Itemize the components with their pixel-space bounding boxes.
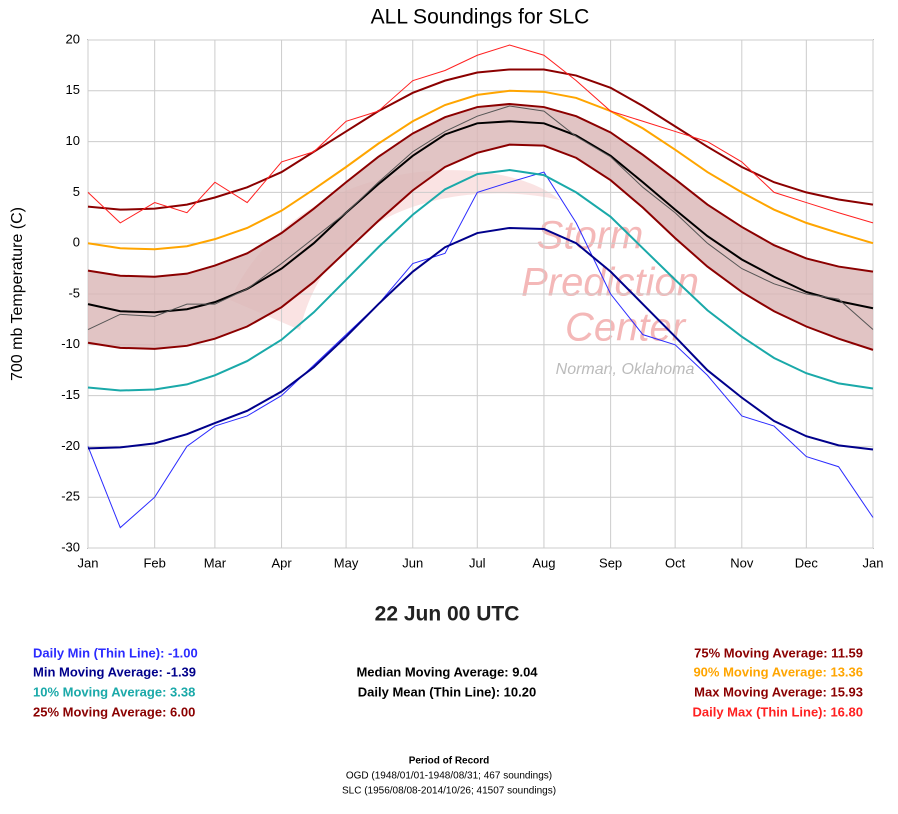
legend-entry: Median Moving Average: 9.04 <box>356 664 538 679</box>
series-line <box>87 89 874 251</box>
legend-entry: 75% Moving Average: 11.59 <box>694 645 863 660</box>
x-tick-label: Feb <box>143 555 165 570</box>
legend-entry: Max Moving Average: 15.93 <box>694 684 863 699</box>
y-axis-label: 700 mb Temperature (C) <box>9 207 26 381</box>
series-line <box>87 103 874 278</box>
series-line <box>87 169 874 392</box>
series-line <box>87 171 874 529</box>
footer-line: OGD (1948/01/01-1948/08/31; 467 sounding… <box>346 771 552 782</box>
series-line <box>87 120 874 314</box>
y-tick-label: 0 <box>73 235 80 250</box>
y-tick-label: -5 <box>68 285 80 300</box>
legend-entry: Min Moving Average: -1.39 <box>33 664 196 679</box>
y-tick-label: -30 <box>61 539 80 554</box>
x-tick-label: Mar <box>204 555 227 570</box>
footer-line: SLC (1956/08/08-2014/10/26; 41507 soundi… <box>342 786 556 797</box>
x-tick-label: Jan <box>78 555 99 570</box>
y-tick-label: -20 <box>61 438 80 453</box>
y-tick-label: -10 <box>61 336 80 351</box>
x-tick-label: Jul <box>469 555 486 570</box>
band <box>88 104 873 350</box>
watermark-text: Storm <box>537 214 644 258</box>
legend-entry: 10% Moving Average: 3.38 <box>33 684 195 699</box>
chart-title: ALL Soundings for SLC <box>371 6 590 29</box>
legend-entry: Daily Min (Thin Line): -1.00 <box>33 645 198 660</box>
x-tick-label: Dec <box>795 555 819 570</box>
series-line <box>87 44 874 224</box>
series-line <box>87 105 874 331</box>
series-line <box>87 143 874 351</box>
x-tick-label: Sep <box>599 555 622 570</box>
legend-entry: 90% Moving Average: 13.36 <box>693 664 863 679</box>
y-tick-label: 15 <box>66 82 80 97</box>
footer-title: Period of Record <box>409 756 490 767</box>
watermark-text: Norman, Oklahoma <box>556 361 695 378</box>
x-tick-label: Jun <box>402 555 423 570</box>
x-tick-label: Oct <box>665 555 686 570</box>
x-tick-label: Apr <box>271 555 292 570</box>
x-tick-label: Nov <box>730 555 754 570</box>
legend-entry: Daily Mean (Thin Line): 10.20 <box>358 684 536 699</box>
x-tick-label: Aug <box>532 555 555 570</box>
series-line <box>87 68 874 211</box>
series-line <box>87 226 874 451</box>
y-tick-label: 20 <box>66 31 80 46</box>
y-tick-label: -15 <box>61 387 80 402</box>
readout-title: 22 Jun 00 UTC <box>375 603 520 626</box>
y-tick-label: 10 <box>66 133 80 148</box>
y-tick-label: 5 <box>73 184 80 199</box>
watermark-text: Prediction <box>521 261 699 305</box>
y-tick-label: -25 <box>61 489 80 504</box>
x-tick-label: May <box>334 555 359 570</box>
legend-entry: Daily Max (Thin Line): 16.80 <box>693 704 864 719</box>
x-tick-label: Jan <box>863 555 884 570</box>
legend-entry: 25% Moving Average: 6.00 <box>33 704 195 719</box>
